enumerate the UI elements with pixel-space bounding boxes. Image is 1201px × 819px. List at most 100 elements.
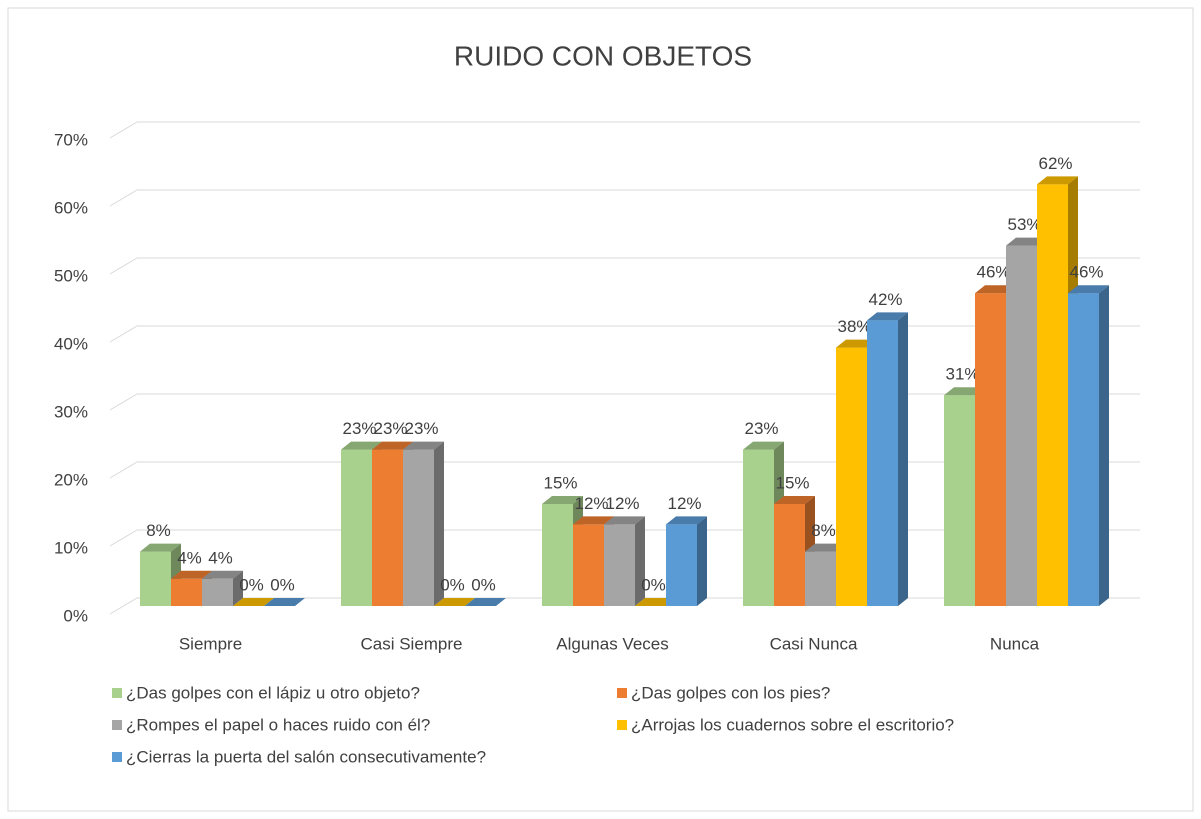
data-label: 23% — [404, 419, 438, 438]
y-tick-label: 40% — [54, 334, 88, 353]
legend-label: ¿Arrojas los cuadernos sobre el escritor… — [631, 715, 954, 734]
bar — [233, 598, 274, 606]
bar-front — [867, 320, 898, 606]
bar-top — [140, 543, 181, 552]
bar-front — [944, 395, 975, 606]
bar-front — [171, 578, 202, 606]
data-label: 0% — [471, 575, 496, 594]
bar-front — [1068, 293, 1099, 606]
bar — [434, 598, 475, 606]
bar-front — [372, 449, 403, 606]
data-label: 8% — [811, 521, 836, 540]
grid-line — [109, 325, 1140, 343]
bar-front — [202, 578, 233, 606]
data-label: 4% — [177, 548, 202, 567]
bar-side — [697, 516, 707, 606]
bar-top — [434, 598, 475, 606]
data-label: 12% — [605, 494, 639, 513]
bar-front — [1006, 245, 1037, 606]
data-label: 8% — [146, 521, 171, 540]
legend-label: ¿Das golpes con el lápiz u otro objeto? — [126, 683, 420, 702]
bar-top — [372, 441, 413, 450]
data-label: 4% — [208, 548, 233, 567]
bar-front — [836, 347, 867, 606]
bar-top — [171, 570, 212, 579]
data-label: 23% — [373, 419, 407, 438]
data-label: 0% — [270, 575, 295, 594]
bar — [867, 312, 908, 606]
bar-side — [635, 516, 645, 606]
bar-top — [1037, 176, 1078, 185]
legend-swatch — [617, 688, 627, 698]
legend-swatch — [112, 752, 122, 762]
y-tick-label: 30% — [54, 402, 88, 421]
bar — [264, 598, 305, 606]
data-label: 38% — [837, 317, 871, 336]
bar — [666, 516, 707, 606]
x-tick-label: Algunas Veces — [556, 634, 668, 653]
data-label: 15% — [775, 473, 809, 492]
bar-top — [542, 496, 583, 504]
bar-side — [233, 570, 243, 606]
bar-front — [341, 449, 372, 606]
data-label: 31% — [945, 365, 979, 384]
bar-front — [1037, 184, 1068, 606]
bar-top — [1006, 237, 1047, 246]
bar-top — [774, 496, 815, 504]
chart-title: RUIDO CON OBJETOS — [454, 40, 752, 71]
bar-top — [465, 598, 506, 606]
x-tick-label: Casi Siempre — [360, 634, 462, 653]
data-label: 15% — [543, 473, 577, 492]
legend-label: ¿Das golpes con los pies? — [631, 683, 830, 702]
grid-line — [109, 189, 1140, 207]
legend-swatch — [112, 720, 122, 730]
bar-top — [805, 543, 846, 552]
data-label: 0% — [440, 575, 465, 594]
bar-front — [573, 524, 604, 606]
bar-front — [774, 504, 805, 606]
y-tick-label: 10% — [54, 538, 88, 557]
bar-front — [743, 449, 774, 606]
bar-top — [573, 516, 614, 525]
data-label: 23% — [744, 419, 778, 438]
data-label: 46% — [1069, 263, 1103, 282]
bar-front — [975, 293, 1006, 606]
bar-front — [666, 524, 697, 606]
bar-top — [202, 570, 243, 579]
bar-top — [1068, 285, 1109, 294]
legend-label: ¿Cierras la puerta del salón consecutiva… — [126, 747, 486, 766]
bar — [202, 570, 243, 606]
legend-label: ¿Rompes el papel o haces ruido con él? — [126, 715, 430, 734]
y-tick-label: 70% — [54, 130, 88, 149]
bar-top — [867, 312, 908, 321]
bar-top — [604, 516, 645, 525]
grid-line — [109, 121, 1140, 139]
bar-side — [1099, 285, 1109, 606]
bar-front — [604, 524, 635, 606]
y-tick-label: 50% — [54, 266, 88, 285]
bar-side — [434, 441, 444, 606]
data-label: 23% — [342, 419, 376, 438]
x-tick-label: Siempre — [179, 634, 242, 653]
data-label: 42% — [868, 290, 902, 309]
data-label: 53% — [1007, 215, 1041, 234]
bar-top — [836, 339, 877, 348]
bar-front — [542, 504, 573, 606]
bar-top — [233, 598, 274, 606]
bar-top — [635, 598, 676, 606]
bar-front — [805, 551, 836, 606]
data-label: 46% — [976, 263, 1010, 282]
data-label: 0% — [239, 575, 264, 594]
grid-line — [109, 393, 1140, 411]
y-tick-label: 0% — [63, 606, 88, 625]
data-label: 12% — [574, 494, 608, 513]
data-label: 12% — [667, 494, 701, 513]
data-label: 0% — [641, 575, 666, 594]
legend-swatch — [617, 720, 627, 730]
bar-top — [264, 598, 305, 606]
grid-line — [109, 461, 1140, 479]
grid-line — [109, 257, 1140, 275]
bar-top — [743, 441, 784, 450]
bar — [635, 598, 676, 606]
bar — [1068, 285, 1109, 606]
